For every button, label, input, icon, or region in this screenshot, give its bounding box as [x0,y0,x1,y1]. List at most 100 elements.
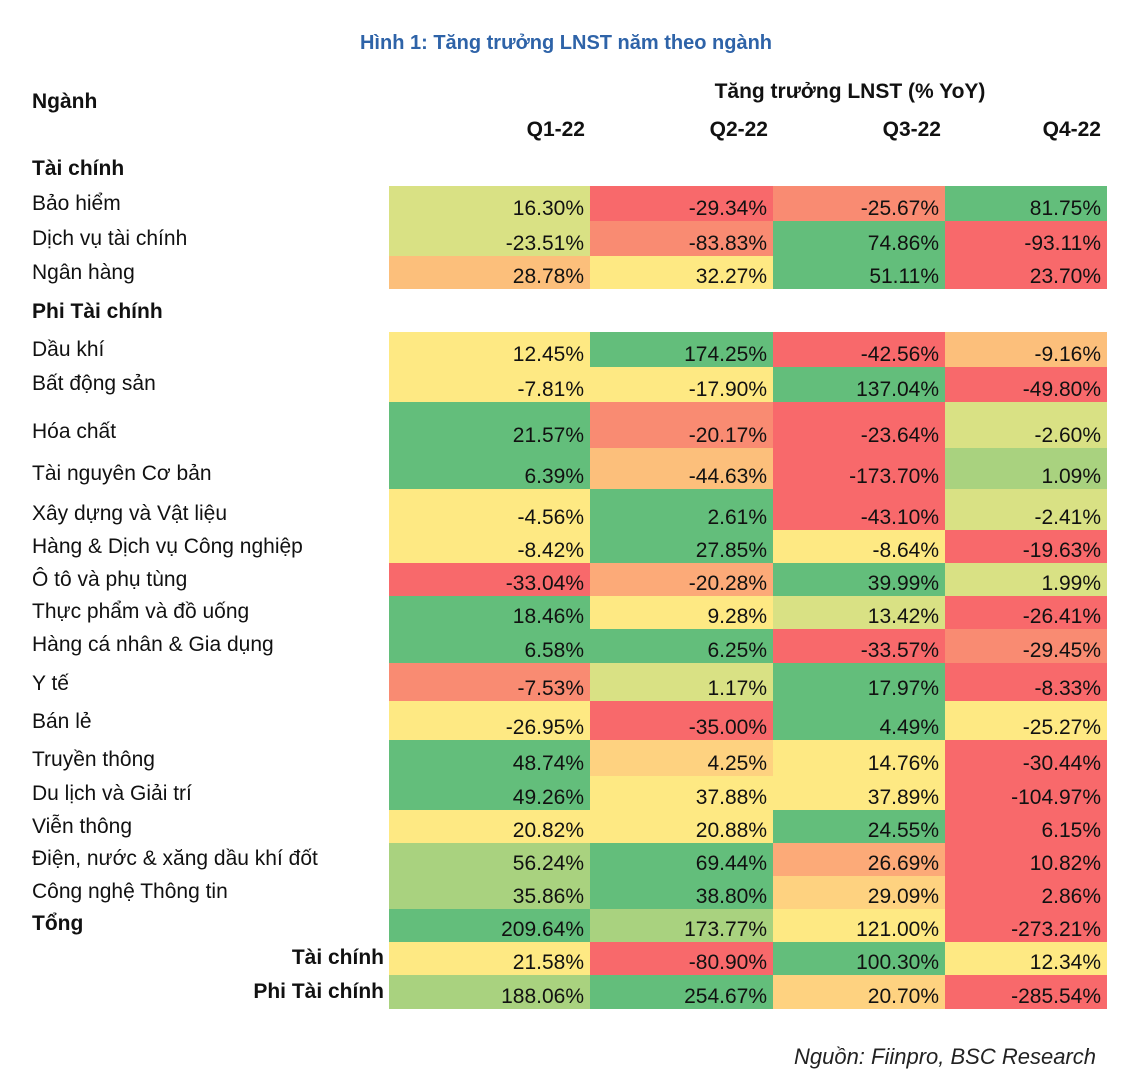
value-cell: -8.33% [945,663,1107,701]
row-label: Tài nguyên Cơ bản [32,462,212,485]
value-cell: 1.99% [945,563,1107,596]
table-row: Tài nguyên Cơ bản 6.39% -44.63% -173.70%… [0,448,1126,489]
value-cell: 69.44% [590,843,773,876]
table-row: Công nghệ Thông tin 35.86% 38.80% 29.09%… [0,876,1126,909]
table-row: Ngân hàng 28.78% 32.27% 51.11% 23.70% [0,256,1126,289]
table-row: Bán lẻ -26.95% -35.00% 4.49% -25.27% [0,701,1126,740]
table-row: Ô tô và phụ tùng -33.04% -20.28% 39.99% … [0,563,1126,596]
value-cell: 100.30% [773,942,945,975]
quarter-header-q2: Q2-22 [709,118,768,141]
value-cell: 29.09% [773,876,945,909]
table-row: Dầu khí 12.45% 174.25% -42.56% -9.16% [0,332,1126,367]
value-cell: -23.64% [773,402,945,448]
table-row: Bảo hiểm 16.30% -29.34% -25.67% 81.75% [0,186,1126,221]
value-cell: -2.41% [945,489,1107,530]
table-row: Hàng & Dịch vụ Công nghiệp -8.42% 27.85%… [0,530,1126,563]
value-cell: -35.00% [590,701,773,740]
value-cell: -33.57% [773,629,945,663]
value-cell: 209.64% [389,909,590,942]
value-cell: 18.46% [389,596,590,629]
value-cell: -7.53% [389,663,590,701]
sector-column-header: Ngành [32,90,98,113]
row-label: Dịch vụ tài chính [32,227,188,250]
value-cell: 174.25% [590,332,773,367]
row-label: Hóa chất [32,420,117,443]
table-row: Bất động sản -7.81% -17.90% 137.04% -49.… [0,367,1126,402]
value-cell: 21.57% [389,402,590,448]
value-cell: 35.86% [389,876,590,909]
value-cell: -42.56% [773,332,945,367]
value-cell: -83.83% [590,221,773,256]
value-cell: -8.42% [389,530,590,563]
source-note: Nguồn: Fiinpro, BSC Research [793,1044,1096,1069]
table-row: Thực phẩm và đồ uống 18.46% 9.28% 13.42%… [0,596,1126,629]
value-cell: -7.81% [389,367,590,402]
value-cell: 2.61% [590,489,773,530]
row-label: Bán lẻ [32,710,92,733]
value-cell: -273.21% [945,909,1107,942]
value-cell: 28.78% [389,256,590,289]
row-label: Phi Tài chính [253,980,384,1003]
value-cell: 6.39% [389,448,590,489]
value-cell: -8.64% [773,530,945,563]
row-label: Hàng cá nhân & Gia dụng [32,633,274,656]
value-cell: 16.30% [389,186,590,221]
value-cell: 20.82% [389,810,590,843]
value-cell: 24.55% [773,810,945,843]
category-non-financial: Phi Tài chính [32,300,163,323]
row-label: Tổng [32,912,84,935]
table-row: Điện, nước & xăng dầu khí đốt 56.24% 69.… [0,843,1126,876]
value-cell: 74.86% [773,221,945,256]
value-cell: 13.42% [773,596,945,629]
value-cell: -285.54% [945,975,1107,1009]
row-label: Công nghệ Thông tin [32,880,228,903]
value-cell: 26.69% [773,843,945,876]
value-cell: -26.41% [945,596,1107,629]
value-cell: 12.34% [945,942,1107,975]
quarter-header-q4: Q4-22 [1042,118,1101,141]
value-cell: 6.15% [945,810,1107,843]
row-label: Dầu khí [32,338,105,361]
value-cell: 49.26% [389,776,590,810]
table-row: Du lịch và Giải trí 49.26% 37.88% 37.89%… [0,776,1126,810]
value-cell: 17.97% [773,663,945,701]
value-cell: -29.45% [945,629,1107,663]
value-cell: 12.45% [389,332,590,367]
value-cell: 21.58% [389,942,590,975]
table-row: Tổng 209.64% 173.77% 121.00% -273.21% [0,909,1126,942]
row-label: Du lịch và Giải trí [32,782,192,805]
value-cell: 6.25% [590,629,773,663]
value-cell: -43.10% [773,489,945,530]
value-cell: 37.89% [773,776,945,810]
quarter-header-q3: Q3-22 [882,118,941,141]
value-cell: 20.70% [773,975,945,1009]
value-cell: 2.86% [945,876,1107,909]
value-cell: 20.88% [590,810,773,843]
value-cell: 173.77% [590,909,773,942]
category-financial: Tài chính [32,157,125,180]
value-cell: -30.44% [945,740,1107,776]
value-cell: -2.60% [945,402,1107,448]
table-row: Viễn thông 20.82% 20.88% 24.55% 6.15% [0,810,1126,843]
value-cell: -17.90% [590,367,773,402]
table-row: Hàng cá nhân & Gia dụng 6.58% 6.25% -33.… [0,629,1126,663]
value-cell: 121.00% [773,909,945,942]
row-label: Truyền thông [32,748,155,771]
value-cell: -80.90% [590,942,773,975]
value-cell: -26.95% [389,701,590,740]
value-cell: 27.85% [590,530,773,563]
row-label: Y tế [32,672,69,695]
value-cell: 38.80% [590,876,773,909]
row-label: Hàng & Dịch vụ Công nghiệp [32,535,303,558]
row-label: Tài chính [291,946,384,969]
row-label: Thực phẩm và đồ uống [32,600,250,623]
table-row: Y tế -7.53% 1.17% 17.97% -8.33% [0,663,1126,701]
value-cell: -25.67% [773,186,945,221]
value-cell: 4.25% [590,740,773,776]
value-cell: 4.49% [773,701,945,740]
value-cell: -93.11% [945,221,1107,256]
value-cell: 56.24% [389,843,590,876]
value-cell: 37.88% [590,776,773,810]
value-cell: 14.76% [773,740,945,776]
value-cell: -23.51% [389,221,590,256]
